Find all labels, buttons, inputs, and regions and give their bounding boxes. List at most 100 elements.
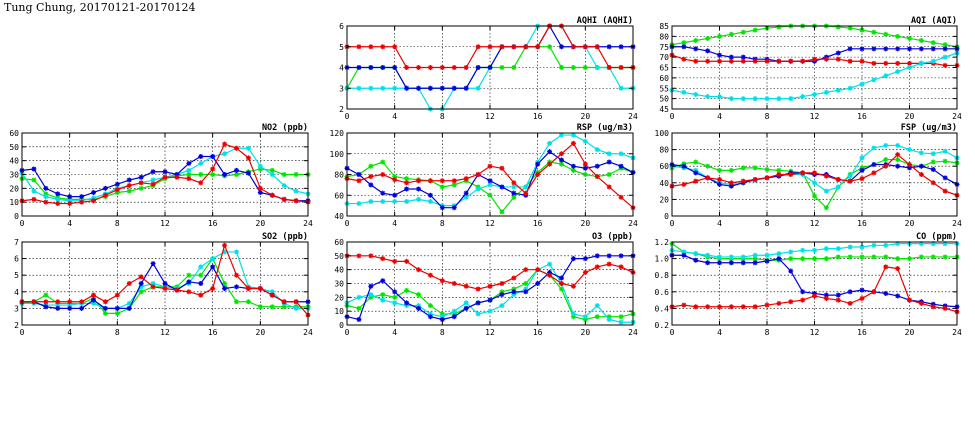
x-tick-label: 12	[160, 328, 170, 337]
data-point	[776, 256, 782, 262]
data-point	[859, 287, 865, 293]
chart-title: O3 (ppb)	[592, 232, 633, 242]
data-point	[907, 297, 912, 303]
data-point	[186, 272, 192, 278]
data-point	[559, 151, 564, 157]
data-point	[126, 281, 132, 286]
data-point	[907, 162, 912, 168]
data-point	[788, 172, 794, 177]
data-point	[31, 196, 37, 202]
data-point	[427, 272, 433, 278]
data-point	[404, 300, 410, 306]
data-point	[67, 194, 73, 200]
data-point	[499, 292, 505, 298]
data-point	[705, 94, 711, 100]
x-tick-label: 20	[905, 219, 915, 228]
data-point	[582, 256, 588, 262]
data-point	[356, 85, 362, 91]
x-tick-label: 8	[765, 112, 770, 121]
data-point	[717, 58, 722, 64]
data-point	[31, 166, 37, 172]
data-point	[693, 91, 699, 97]
data-point	[728, 180, 734, 186]
data-point	[427, 303, 433, 309]
data-point	[404, 65, 410, 70]
data-point	[895, 256, 901, 262]
data-point	[835, 246, 841, 252]
data-point	[91, 300, 96, 306]
data-point	[222, 242, 228, 248]
data-point	[463, 190, 469, 196]
data-point	[138, 174, 144, 180]
data-point	[269, 167, 275, 173]
data-point	[800, 297, 806, 303]
data-point	[547, 261, 553, 267]
data-point	[416, 178, 421, 184]
data-point	[895, 33, 901, 39]
data-point	[728, 54, 734, 60]
data-point	[618, 151, 624, 157]
x-tick-label: 16	[533, 219, 543, 228]
data-point	[245, 170, 251, 176]
data-point	[883, 73, 889, 79]
data-point	[835, 297, 841, 303]
data-point	[823, 292, 829, 298]
data-point	[582, 314, 588, 320]
data-point	[210, 264, 216, 270]
data-point	[416, 85, 421, 91]
data-point	[776, 167, 782, 173]
x-tick-label: 24	[303, 219, 313, 228]
x-tick-label: 4	[392, 328, 397, 337]
data-point	[847, 173, 853, 179]
data-point	[847, 244, 853, 250]
data-point	[102, 192, 108, 198]
data-point	[150, 181, 156, 187]
data-point	[570, 65, 576, 70]
data-point	[392, 289, 398, 295]
data-point	[380, 159, 386, 165]
data-point	[138, 284, 144, 290]
data-point	[380, 190, 386, 196]
data-point	[523, 44, 529, 50]
data-point	[368, 182, 374, 188]
data-point	[416, 292, 421, 298]
data-point	[427, 198, 433, 204]
data-point	[162, 281, 168, 286]
x-tick-label: 20	[581, 328, 591, 337]
data-point	[693, 257, 699, 263]
data-point	[918, 300, 924, 306]
data-point	[681, 181, 687, 187]
data-point	[606, 253, 612, 259]
data-point	[380, 172, 386, 177]
data-point	[570, 283, 576, 289]
data-point	[67, 302, 73, 308]
data-point	[883, 46, 889, 52]
data-point	[618, 319, 624, 325]
data-point	[895, 266, 901, 272]
data-point	[198, 264, 204, 270]
data-point	[463, 176, 469, 182]
data-point	[871, 145, 877, 151]
data-point	[511, 65, 517, 70]
data-point	[210, 166, 216, 172]
data-point	[114, 181, 120, 187]
data-point	[594, 163, 600, 169]
data-point	[356, 44, 362, 50]
data-point	[102, 305, 108, 311]
data-point	[222, 151, 228, 157]
data-point	[740, 254, 746, 260]
data-point	[681, 44, 687, 50]
data-point	[693, 170, 699, 176]
data-point	[728, 304, 734, 310]
data-point	[222, 285, 228, 291]
data-point	[174, 287, 180, 293]
data-point	[451, 65, 457, 70]
data-point	[523, 289, 529, 295]
data-point	[499, 184, 505, 190]
data-point	[257, 166, 263, 172]
data-point	[427, 192, 433, 198]
data-point	[43, 292, 49, 298]
data-point	[847, 25, 853, 31]
data-point	[535, 267, 541, 273]
data-point	[257, 163, 263, 169]
